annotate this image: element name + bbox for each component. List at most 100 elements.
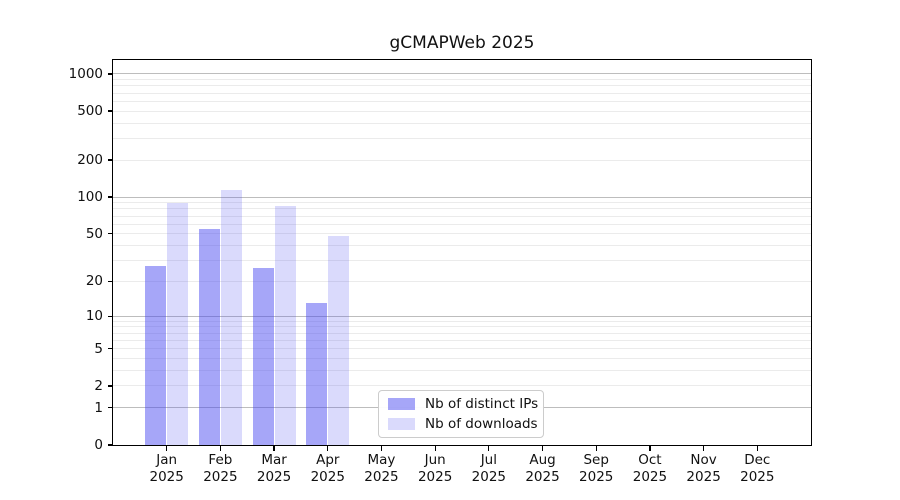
y-tick-mark [107, 315, 112, 317]
y-tick-mark [107, 233, 112, 235]
gridline-minor [113, 100, 811, 102]
y-tick-mark [107, 444, 112, 446]
gridline-minor [113, 326, 811, 328]
gridline-minor [113, 79, 811, 81]
x-tick-month: Feb [208, 452, 233, 468]
legend-label-downloads: Nb of downloads [425, 416, 538, 432]
plot-area [113, 60, 811, 445]
x-tick-mark [541, 446, 544, 451]
x-tick-label: Aug 2025 [508, 452, 578, 486]
gridline-minor [113, 348, 811, 350]
bar-downloads-feb [220, 189, 242, 445]
y-tick-mark [107, 73, 112, 75]
x-tick-yearline: 2025 [417, 469, 453, 485]
x-tick-mark [273, 446, 275, 451]
legend-entry-downloads: Nb of downloads [388, 416, 538, 433]
y-tick-label: 20 [85, 273, 103, 290]
x-tick-yearline: 2025 [310, 469, 345, 485]
x-tick-label: Sep 2025 [561, 452, 631, 486]
bar-distinct-ips-apr [306, 303, 328, 445]
y-tick-mark [107, 110, 112, 112]
x-tick-mark [219, 446, 222, 451]
bar-downloads-jan [167, 202, 189, 445]
x-tick-mark [434, 446, 436, 451]
y-tick-mark [107, 196, 112, 198]
gridline-major [113, 73, 811, 75]
x-tick-month: Mar [261, 452, 287, 468]
x-tick-label: Oct 2025 [615, 452, 685, 486]
x-tick-mark [702, 446, 705, 451]
x-tick-label: Jun 2025 [400, 452, 470, 486]
x-tick-label: Mar 2025 [239, 452, 309, 486]
chart-title: gCMAPWeb 2025 [389, 33, 535, 53]
y-tick-label: 1000 [68, 65, 103, 82]
y-tick-mark [107, 385, 112, 387]
legend-label-distinct-ips: Nb of distinct IPs [425, 396, 539, 412]
gridline-minor [113, 332, 811, 334]
gridline-minor [113, 245, 811, 247]
gridline-minor [113, 208, 811, 210]
y-tick-label: 1 [94, 399, 103, 416]
y-tick-label: 0 [94, 437, 103, 453]
y-tick-label: 100 [77, 189, 103, 206]
legend-entry-distinct-ips: Nb of distinct IPs [388, 396, 538, 413]
x-tick-mark [595, 446, 597, 451]
gridline-major [113, 196, 811, 198]
gridline-minor [113, 260, 811, 262]
x-tick-yearline: 2025 [525, 469, 560, 485]
y-tick-mark [107, 280, 112, 283]
gridline-major [113, 315, 811, 317]
x-tick-month: Dec [744, 452, 771, 468]
legend-swatch-downloads [388, 418, 415, 430]
x-tick-mark [649, 446, 651, 451]
bar-downloads-apr [328, 235, 350, 445]
y-tick-label: 10 [85, 308, 103, 325]
x-tick-yearline: 2025 [256, 469, 292, 485]
x-tick-yearline: 2025 [471, 469, 507, 485]
bar-distinct-ips-mar [252, 267, 274, 445]
gridline-minor [113, 223, 811, 225]
x-tick-yearline: 2025 [364, 469, 399, 485]
gridline-minor [113, 92, 811, 94]
gridline-minor [113, 320, 811, 322]
gridline-minor [113, 233, 811, 235]
x-tick-month: Jul [480, 452, 497, 468]
bar-distinct-ips-jan [145, 266, 167, 445]
gridline-minor [113, 280, 811, 282]
y-tick-label: 2 [94, 377, 103, 394]
x-tick-month: May [367, 452, 396, 468]
x-tick-mark [327, 446, 329, 451]
legend-swatch-distinct-ips [388, 398, 415, 410]
x-tick-label: Nov 2025 [669, 452, 739, 486]
bar-downloads-mar [274, 205, 296, 445]
x-tick-month: Jun [424, 452, 446, 468]
gridline-minor [113, 385, 811, 387]
gridline-minor [113, 215, 811, 217]
x-tick-mark [756, 446, 758, 451]
x-tick-yearline: 2025 [632, 469, 668, 485]
gridline-minor [113, 370, 811, 372]
x-tick-label: Jul 2025 [454, 452, 524, 486]
x-tick-label: Dec 2025 [722, 452, 792, 486]
y-tick-mark [107, 348, 112, 350]
x-tick-month: Nov [690, 452, 717, 468]
x-tick-label: Apr 2025 [293, 452, 363, 486]
gridline-minor [113, 122, 811, 124]
x-tick-yearline: 2025 [203, 469, 238, 485]
x-tick-month: Jan [156, 452, 178, 468]
x-tick-mark [166, 446, 168, 451]
gridline-minor [113, 137, 811, 139]
y-tick-label: 50 [85, 225, 103, 242]
gridline-minor [113, 202, 811, 204]
gridline-minor [113, 339, 811, 341]
x-tick-mark [380, 446, 383, 451]
x-tick-month: Aug [529, 452, 556, 468]
gridline-minor [113, 85, 811, 87]
x-tick-label: Jan 2025 [132, 452, 202, 486]
bar-distinct-ips-feb [198, 228, 220, 445]
gridline-minor [113, 159, 811, 161]
gridline-minor [113, 358, 811, 360]
x-tick-yearline: 2025 [149, 469, 184, 485]
x-tick-label: May 2025 [346, 452, 416, 486]
legend: Nb of distinct IPs Nb of downloads [378, 390, 544, 438]
